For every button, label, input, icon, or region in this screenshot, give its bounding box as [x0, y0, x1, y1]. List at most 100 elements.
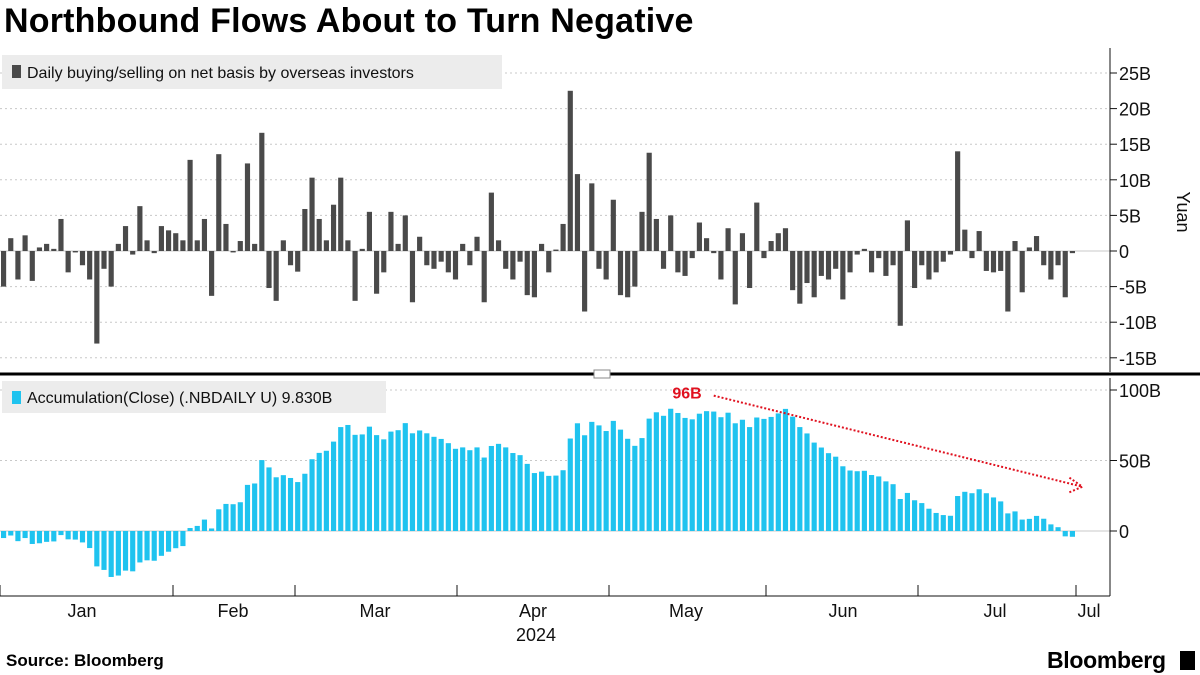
daily-bar — [962, 229, 968, 251]
daily-bar — [632, 251, 638, 287]
top-tick-label: -10B — [1119, 313, 1157, 333]
x-tick-label: Jun — [828, 601, 857, 621]
x-tick-label: May — [669, 601, 703, 621]
accumulation-bar — [912, 500, 918, 531]
daily-bar — [696, 222, 702, 251]
accumulation-bar — [668, 408, 674, 531]
accumulation-bar — [87, 531, 93, 549]
daily-bar — [811, 251, 817, 298]
daily-bar — [481, 251, 487, 303]
daily-bar — [72, 251, 78, 253]
accumulation-bar — [847, 470, 853, 531]
daily-bar — [22, 235, 28, 251]
accumulation-bar — [244, 484, 251, 531]
accumulation-bar — [718, 417, 724, 531]
daily-bar — [768, 241, 774, 251]
daily-bar — [223, 223, 229, 251]
daily-bar — [711, 251, 717, 254]
daily-bar — [890, 251, 896, 266]
x-tick-label: Jul — [983, 601, 1006, 621]
accumulation-bar — [675, 412, 681, 531]
daily-bar — [539, 243, 545, 251]
daily-bar — [703, 238, 710, 251]
accumulation-bar — [79, 531, 86, 543]
daily-bar — [560, 223, 566, 251]
accumulation-bar — [926, 508, 932, 531]
daily-bar — [352, 251, 358, 301]
accumulation-bar — [130, 531, 136, 572]
accumulation-bar — [381, 439, 387, 531]
accumulation-bar — [574, 423, 581, 531]
accumulation-bar — [144, 531, 150, 561]
accumulation-bar — [531, 473, 537, 531]
accumulation-bar — [560, 470, 566, 531]
daily-bar — [940, 251, 946, 262]
accumulation-bar — [854, 471, 860, 531]
accumulation-bar — [646, 418, 652, 531]
daily-bar — [194, 240, 200, 251]
accumulation-bar — [58, 531, 64, 536]
x-tick-label: Feb — [217, 601, 248, 621]
divider-handle[interactable] — [593, 369, 611, 379]
accumulation-bar — [754, 417, 760, 531]
daily-legend-swatch — [12, 65, 21, 78]
accumulation-bar — [632, 445, 638, 531]
accumulation-bar — [639, 438, 645, 531]
accumulation-bar — [395, 430, 401, 531]
accumulation-bar — [173, 531, 179, 549]
daily-bar — [933, 251, 939, 273]
daily-bar — [36, 247, 43, 251]
accumulation-bar — [309, 459, 315, 531]
accumulation-bar — [653, 412, 659, 531]
daily-bar — [388, 211, 394, 251]
daily-bar — [467, 251, 473, 266]
daily-bar — [1069, 251, 1075, 254]
daily-bar — [295, 251, 301, 272]
daily-bar — [868, 251, 875, 273]
accumulation-bar — [151, 531, 157, 561]
daily-bar — [29, 251, 35, 281]
daily-bar — [510, 251, 516, 280]
accumulation-bar — [804, 433, 810, 531]
top-tick-label: -5B — [1119, 278, 1147, 298]
accumulation-bar — [1062, 531, 1068, 537]
x-axis-labels: Jan Feb Mar Apr May Jun Jul Jul 2024 — [0, 585, 1101, 645]
accumulation-bar — [287, 477, 294, 531]
source-note: Source: Bloomberg — [6, 651, 164, 670]
daily-bar — [833, 251, 839, 269]
accumulation-bar — [983, 493, 989, 531]
daily-bar — [151, 251, 157, 254]
daily-bar — [797, 251, 803, 304]
accumulation-bar — [876, 476, 882, 531]
accumulation-bar — [582, 435, 588, 531]
daily-bar — [854, 251, 860, 255]
daily-bar — [58, 218, 64, 251]
tick-labels: 25B 20B 15B 10B 5B 0 -5B -10B -15B 100B 50B 0 — [1110, 64, 1161, 542]
accumulation-bar — [158, 531, 164, 556]
accumulation-bar — [230, 504, 236, 531]
daily-bar — [582, 251, 588, 312]
daily-bar — [338, 177, 344, 251]
top-tick-label: 0 — [1119, 242, 1129, 262]
daily-bar — [8, 238, 14, 251]
daily-bar — [531, 251, 537, 298]
accumulation-bar — [424, 433, 430, 531]
daily-bar — [876, 251, 882, 259]
accumulation-bar — [625, 438, 631, 531]
accumulation-bar — [266, 467, 272, 531]
accumulation-bar — [546, 475, 552, 531]
accumulation-bar — [1019, 519, 1025, 531]
daily-bar — [44, 243, 50, 251]
accum-legend-label: Accumulation(Close) (.NBDAILY U) 9.830B — [27, 390, 332, 407]
accumulation-bar — [797, 427, 803, 531]
daily-bar — [209, 251, 215, 296]
daily-bar — [323, 240, 329, 251]
daily-bar — [517, 251, 523, 262]
accumulation-bar — [345, 424, 351, 531]
daily-bar — [589, 183, 595, 251]
top-tick-label: 20B — [1119, 100, 1151, 120]
accumulation-bar — [65, 531, 71, 540]
daily-bar — [201, 218, 208, 251]
bloomberg-logo-mark — [1180, 651, 1195, 670]
accumulation-bar — [352, 434, 358, 531]
